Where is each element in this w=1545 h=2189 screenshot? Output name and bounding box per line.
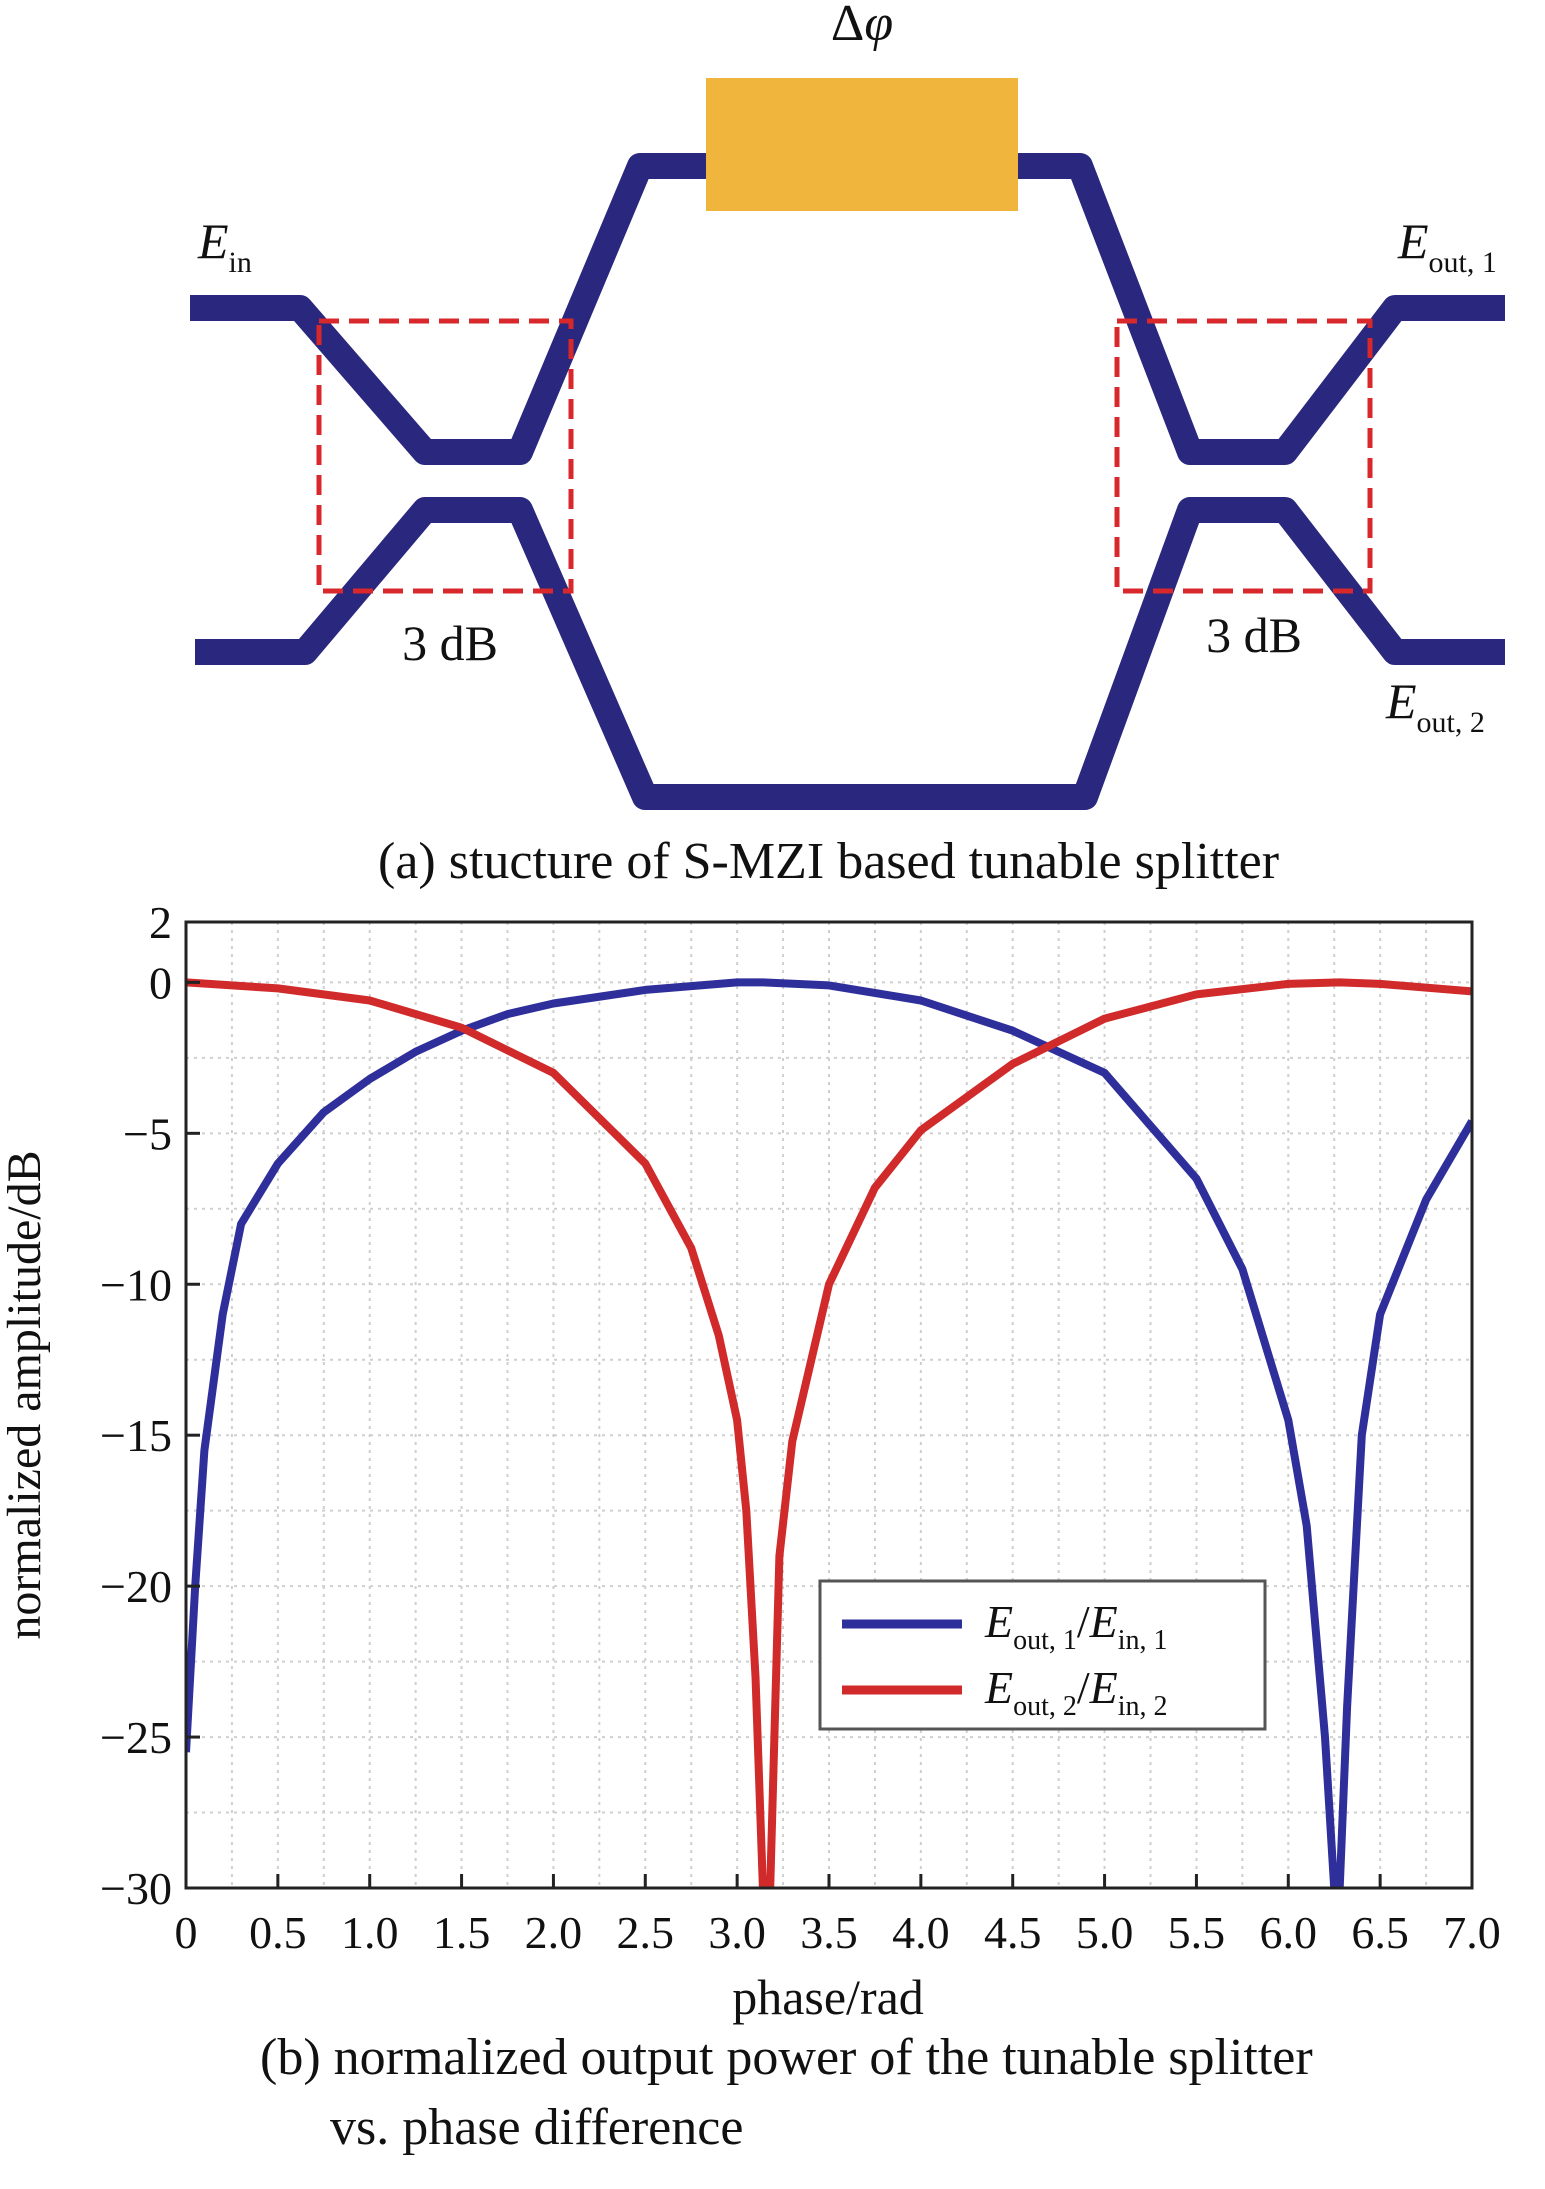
phase-shift-label: Δφ xyxy=(831,0,893,52)
output2-label: Eout, 2 xyxy=(1385,673,1485,739)
legend: Eout, 1/Ein, 1 Eout, 2/Ein, 2 xyxy=(818,1579,1267,1731)
x-tick-label: 2.0 xyxy=(525,1907,583,1958)
chart-caption-line2: vs. phase difference xyxy=(330,2099,744,2156)
y-tick-label: 2 xyxy=(149,897,172,948)
plot-frame xyxy=(184,920,1474,1890)
lower-waveguide xyxy=(195,497,1505,810)
right-coupler-label: 3 dB xyxy=(1206,607,1302,663)
left-coupler-label: 3 dB xyxy=(402,615,498,671)
x-tick-label: 4.0 xyxy=(892,1907,950,1958)
x-tick-label: 0 xyxy=(175,1907,198,1958)
y-axis-label: normalized amplitude/dB xyxy=(0,1150,51,1639)
x-tick-label: 0.5 xyxy=(249,1907,307,1958)
x-tick-label: 5.0 xyxy=(1076,1907,1134,1958)
waveguides xyxy=(190,153,1505,810)
right-coupler-box xyxy=(1114,318,1373,594)
x-tick-labels: 0 0.5 1.0 1.5 2.0 2.5 3.0 3.5 4.0 4.5 5.0 5.5 6.0 6.5… xyxy=(175,1907,1501,1958)
left-coupler-box xyxy=(316,318,574,594)
y-tick-label: −30 xyxy=(100,1863,172,1914)
x-tick-label: 6.5 xyxy=(1351,1907,1409,1958)
amplitude-chart: 0 0.5 1.0 1.5 2.0 2.5 3.0 3.5 4.0 4.5 5.0 5.5 6.0 6.5… xyxy=(0,897,1501,2025)
series-line-1 xyxy=(186,978,1472,1888)
x-tick-label: 7.0 xyxy=(1443,1907,1501,1958)
x-tick-label: 4.5 xyxy=(984,1907,1042,1958)
x-tick-label: 3.0 xyxy=(708,1907,766,1958)
y-tick-label: −15 xyxy=(100,1410,172,1461)
y-tick-label: −20 xyxy=(100,1561,172,1612)
x-axis-label: phase/rad xyxy=(732,1969,924,2025)
diagram-caption: (a) stucture of S-MZI based tunable spli… xyxy=(378,833,1280,890)
legend-label-eout1: Eout, 1/Ein, 1 xyxy=(984,1596,1168,1656)
x-tick-label: 5.5 xyxy=(1168,1907,1226,1958)
legend-box xyxy=(818,1579,1267,1731)
y-tick-label: −5 xyxy=(123,1108,172,1159)
x-tick-label: 1.5 xyxy=(433,1907,491,1958)
y-tick-label: 0 xyxy=(149,957,172,1008)
legend-label-eout2: Eout, 2/Ein, 2 xyxy=(984,1662,1168,1722)
y-tick-label: −25 xyxy=(100,1712,172,1763)
smzi-diagram: Δφ Ein Eout, 1 Eout, 2 3 dB 3 dB xyxy=(190,0,1505,810)
output1-label: Eout, 1 xyxy=(1397,213,1497,279)
input-label: Ein xyxy=(197,213,252,279)
curves xyxy=(186,978,1472,1888)
chart-caption-line1: (b) normalized output power of the tunab… xyxy=(260,2029,1313,2086)
x-tick-label: 3.5 xyxy=(800,1907,858,1958)
series-line-2 xyxy=(186,978,1472,1888)
x-tick-label: 6.0 xyxy=(1260,1907,1318,1958)
grid xyxy=(185,922,1473,1889)
x-tick-label: 2.5 xyxy=(617,1907,675,1958)
phase-shifter xyxy=(706,78,1018,211)
y-tick-labels: 2 0 −5 −10 −15 −20 −25 −30 xyxy=(100,897,172,1914)
couplers xyxy=(316,318,1373,594)
y-tick-label: −10 xyxy=(100,1259,172,1310)
x-tick-label: 1.0 xyxy=(341,1907,399,1958)
